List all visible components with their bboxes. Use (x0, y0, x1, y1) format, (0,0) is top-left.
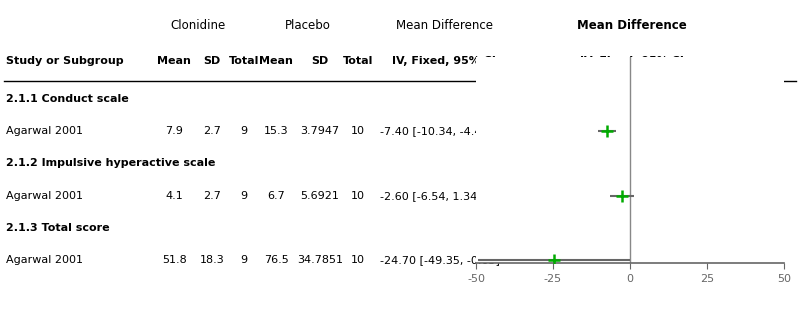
Text: -7.40 [-10.34, -4.46]: -7.40 [-10.34, -4.46] (380, 126, 493, 136)
Text: Agarwal 2001: Agarwal 2001 (6, 255, 83, 265)
Text: 2.7: 2.7 (203, 191, 221, 201)
Text: 6.7: 6.7 (267, 191, 285, 201)
Text: 7.9: 7.9 (166, 126, 183, 136)
Text: 76.5: 76.5 (264, 255, 288, 265)
Text: 15.3: 15.3 (264, 126, 288, 136)
Text: -24.70 [-49.35, -0.05]: -24.70 [-49.35, -0.05] (380, 255, 500, 265)
Text: Agarwal 2001: Agarwal 2001 (6, 191, 83, 201)
Text: Placebo: Placebo (285, 19, 331, 32)
Text: 9: 9 (241, 255, 247, 265)
Text: -2.60 [-6.54, 1.34]: -2.60 [-6.54, 1.34] (380, 191, 482, 201)
Text: IV, Fixed, 95% CI: IV, Fixed, 95% CI (392, 56, 496, 66)
Text: Total: Total (342, 56, 373, 66)
Text: 18.3: 18.3 (200, 255, 224, 265)
Text: Clonidine: Clonidine (170, 19, 226, 32)
Text: 9: 9 (241, 191, 247, 201)
Text: SD: SD (203, 56, 221, 66)
Text: Agarwal 2001: Agarwal 2001 (6, 126, 83, 136)
Text: 2.1.1 Conduct scale: 2.1.1 Conduct scale (6, 94, 129, 104)
Text: 10: 10 (350, 191, 365, 201)
Text: 2.7: 2.7 (203, 126, 221, 136)
Text: 10: 10 (350, 255, 365, 265)
Text: 34.7851: 34.7851 (297, 255, 343, 265)
Text: Mean: Mean (158, 56, 191, 66)
Text: 51.8: 51.8 (162, 255, 186, 265)
Text: Total: Total (229, 56, 259, 66)
Text: SD: SD (311, 56, 329, 66)
Text: Study or Subgroup: Study or Subgroup (6, 56, 124, 66)
Text: 9: 9 (241, 126, 247, 136)
Text: Mean Difference: Mean Difference (395, 19, 493, 32)
Text: IV, Fixed, 95% CI: IV, Fixed, 95% CI (580, 56, 684, 66)
Text: Mean Difference: Mean Difference (577, 19, 687, 32)
Text: 3.7947: 3.7947 (301, 126, 339, 136)
Text: 4.1: 4.1 (166, 191, 183, 201)
Text: 5.6921: 5.6921 (301, 191, 339, 201)
Text: Mean: Mean (259, 56, 293, 66)
Text: 2.1.2 Impulsive hyperactive scale: 2.1.2 Impulsive hyperactive scale (6, 158, 216, 168)
Text: 10: 10 (350, 126, 365, 136)
Text: 2.1.3 Total score: 2.1.3 Total score (6, 223, 110, 233)
